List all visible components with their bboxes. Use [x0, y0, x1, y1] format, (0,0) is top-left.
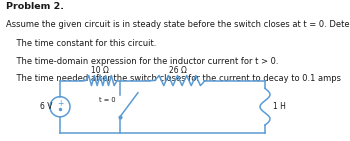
Text: Problem 2.: Problem 2.: [6, 2, 64, 11]
Text: Assume the given circuit is in steady state before the switch closes at t = 0. D: Assume the given circuit is in steady st…: [6, 20, 350, 29]
Text: The time-domain expression for the inductor current for t > 0.: The time-domain expression for the induc…: [6, 57, 279, 66]
Text: The time needed after the switch closes for the current to decay to 0.1 amps: The time needed after the switch closes …: [6, 74, 341, 83]
Text: The time constant for this circuit.: The time constant for this circuit.: [6, 39, 157, 49]
Text: 26 Ω: 26 Ω: [169, 66, 187, 75]
Text: 6 V: 6 V: [40, 102, 52, 111]
Text: 1 H: 1 H: [273, 102, 286, 111]
Text: +: +: [57, 99, 63, 108]
Text: 10 Ω: 10 Ω: [91, 66, 109, 75]
Text: t = 0: t = 0: [99, 97, 116, 103]
